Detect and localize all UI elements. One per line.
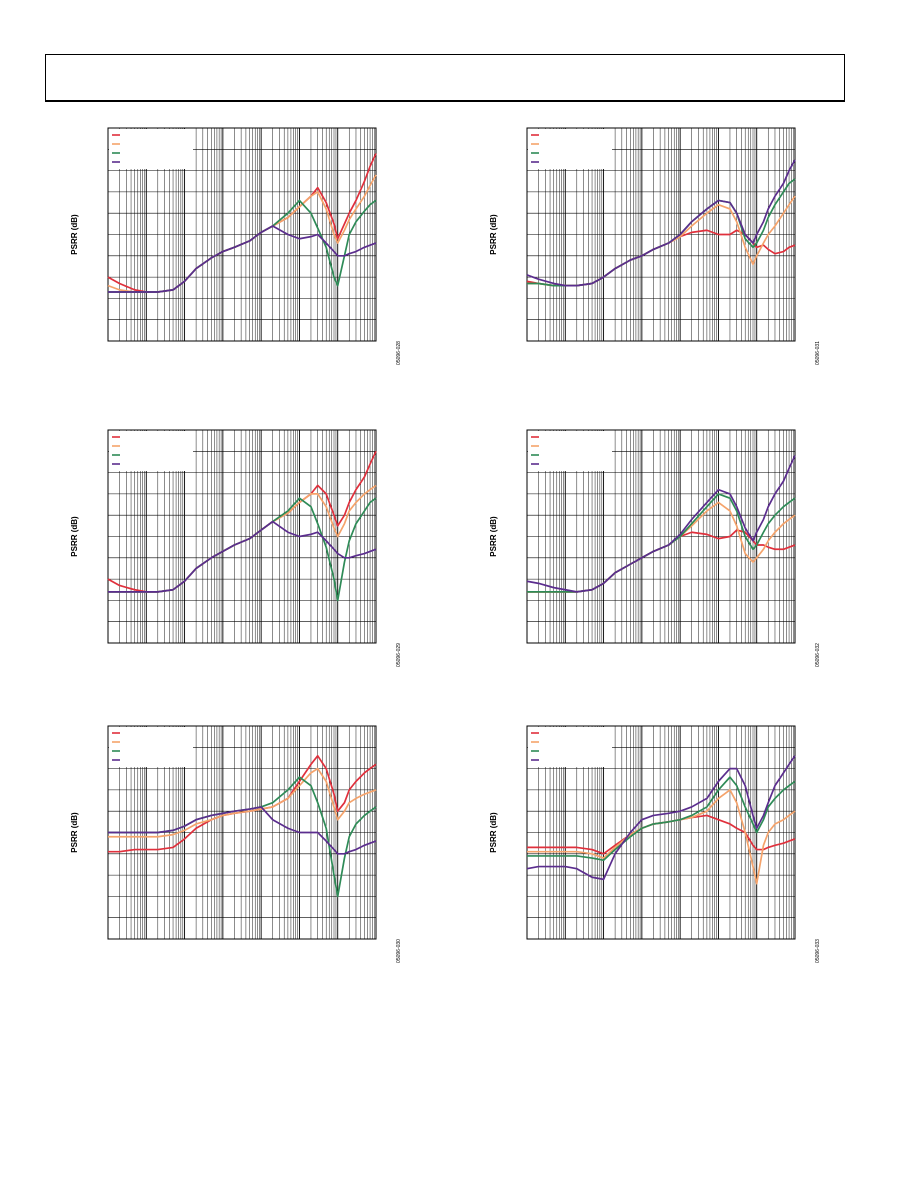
legend xyxy=(109,431,193,471)
legend-box xyxy=(528,431,612,471)
y-axis-label: PSRR (dB) xyxy=(70,812,79,853)
plot-frame xyxy=(526,127,796,342)
figure-id: 05096-028 xyxy=(396,341,402,365)
chart-bottom-right: PSRR (dB) 05096-033 xyxy=(487,724,827,984)
series-line-1 xyxy=(108,767,377,838)
chart-svg: PSRR (dB) 05096-032 xyxy=(489,429,821,667)
y-axis-label: PSRR (dB) xyxy=(489,516,498,557)
figure-id: 05096-031 xyxy=(815,341,821,365)
series-line-3 xyxy=(526,755,796,881)
chart-middle-left: PSRR (dB) 05096-029 xyxy=(68,428,408,688)
series-line-2 xyxy=(527,776,796,862)
figure-id: 05096-033 xyxy=(815,939,821,963)
figure-id: 05096-029 xyxy=(396,643,402,667)
plot-frame xyxy=(107,429,377,644)
plot-frame xyxy=(526,725,796,940)
legend xyxy=(528,727,612,767)
legend-box xyxy=(528,129,612,169)
chart-svg: PSRR (dB) 05096-031 xyxy=(489,127,821,365)
legend xyxy=(109,129,193,169)
legend xyxy=(528,129,612,169)
chart-top-left: PSRR (dB) 05096-028 xyxy=(68,126,408,386)
chart-top-right: PSRR (dB) 05096-031 xyxy=(487,126,827,386)
legend xyxy=(109,727,193,767)
legend-box xyxy=(109,129,193,169)
legend-box xyxy=(528,727,612,767)
plot-frame xyxy=(107,127,377,342)
series-line-3 xyxy=(526,455,796,593)
series-line-3 xyxy=(108,806,377,855)
y-axis-label: PSRR (dB) xyxy=(70,516,79,557)
y-axis-label: PSRR (dB) xyxy=(70,214,79,255)
series-line-3 xyxy=(526,159,796,287)
plot-frame xyxy=(526,429,796,644)
chart-middle-right: PSRR (dB) 05096-032 xyxy=(487,428,827,688)
y-axis-label: PSRR (dB) xyxy=(489,812,498,853)
series-line-3 xyxy=(108,520,377,593)
chart-svg: PSRR (dB) 05096-029 xyxy=(70,429,402,667)
chart-bottom-left: PSRR (dB) 05096-030 xyxy=(68,724,408,984)
y-axis-label: PSRR (dB) xyxy=(489,214,498,255)
chart-svg: PSRR (dB) 05096-033 xyxy=(489,725,821,963)
legend-box xyxy=(109,727,193,767)
series-line-3 xyxy=(108,225,377,293)
page-header xyxy=(45,54,845,102)
figure-id: 05096-030 xyxy=(396,939,402,963)
legend xyxy=(528,431,612,471)
legend-box xyxy=(109,431,193,471)
chart-svg: PSRR (dB) 05096-030 xyxy=(70,725,402,963)
chart-svg: PSRR (dB) 05096-028 xyxy=(70,127,402,365)
series-line-1 xyxy=(527,789,796,885)
figure-id: 05096-032 xyxy=(815,643,821,667)
